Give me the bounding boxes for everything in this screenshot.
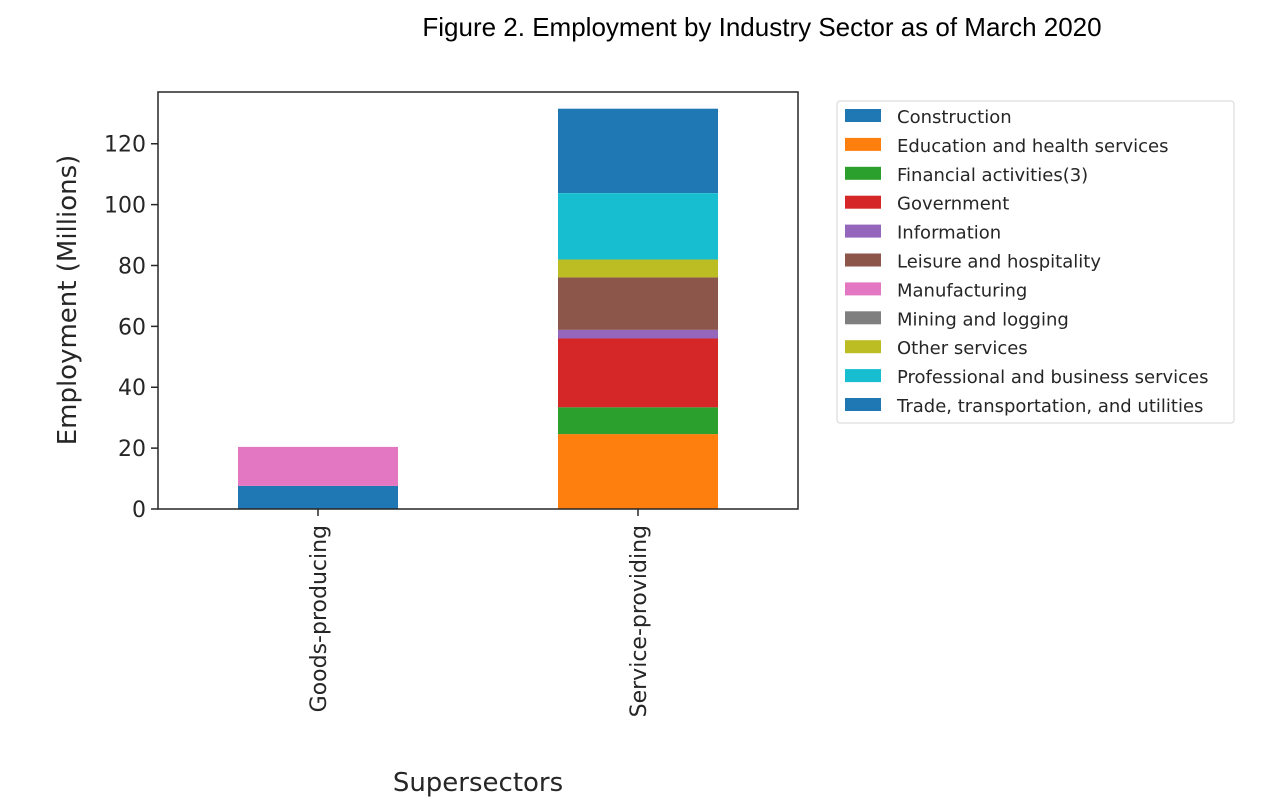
legend-swatch (845, 224, 881, 238)
legend-label: Government (897, 194, 1009, 215)
y-tick-label: 20 (118, 437, 146, 462)
legend-swatch (845, 166, 881, 180)
bar-segments (238, 108, 718, 509)
legend-label: Information (897, 223, 1001, 244)
legend-label: Other services (897, 338, 1028, 359)
bar-segment (558, 407, 718, 435)
x-axis-ticks: Goods-producing Service-providing (307, 509, 652, 717)
legend-label: Leisure and hospitality (897, 252, 1101, 273)
y-tick-label: 0 (132, 498, 146, 523)
bar-segment (558, 108, 718, 193)
legend-swatch (845, 137, 881, 151)
bar-segment (238, 446, 398, 486)
legend-label: Construction (897, 107, 1012, 128)
y-axis-ticks: 0 20 40 60 80 100 120 (104, 133, 158, 523)
y-tick-label: 80 (118, 254, 146, 279)
x-axis-label: Supersectors (393, 768, 563, 798)
legend-swatch (845, 311, 881, 325)
legend-swatch (845, 369, 881, 383)
figure-title: Figure 2. Employment by Industry Sector … (422, 12, 1101, 42)
bar-segment (558, 434, 718, 509)
y-tick-label: 100 (104, 194, 146, 219)
legend-swatch (845, 282, 881, 296)
legend-swatch (845, 195, 881, 209)
plot-frame (157, 91, 799, 510)
x-tick-label: Goods-producing (307, 525, 332, 712)
legend-swatch (845, 109, 881, 122)
bar-segment (238, 485, 398, 509)
y-tick-label: 120 (104, 133, 146, 158)
bar-segment (558, 329, 718, 339)
y-tick-label: 60 (118, 315, 146, 340)
legend-swatch (845, 398, 881, 411)
bar-segment (558, 277, 718, 330)
x-tick-label: Service-providing (627, 525, 652, 717)
legend-label: Mining and logging (897, 309, 1069, 330)
bar-segment (558, 193, 718, 260)
bar-segment (558, 259, 718, 278)
legend: Construction Education and health service… (836, 100, 1235, 424)
bar-segment (558, 338, 718, 408)
legend-label: Education and health services (897, 136, 1168, 157)
y-tick-label: 40 (118, 376, 146, 401)
legend-label: Trade, transportation, and utilities (896, 396, 1203, 417)
legend-label: Financial activities(3) (897, 165, 1088, 186)
y-axis-label: Employment (Millions) (53, 155, 83, 446)
legend-label: Manufacturing (897, 280, 1027, 301)
legend-box (836, 100, 1235, 424)
legend-swatch (845, 340, 881, 354)
legend-label: Professional and business services (897, 367, 1209, 388)
legend-swatch (845, 253, 881, 267)
